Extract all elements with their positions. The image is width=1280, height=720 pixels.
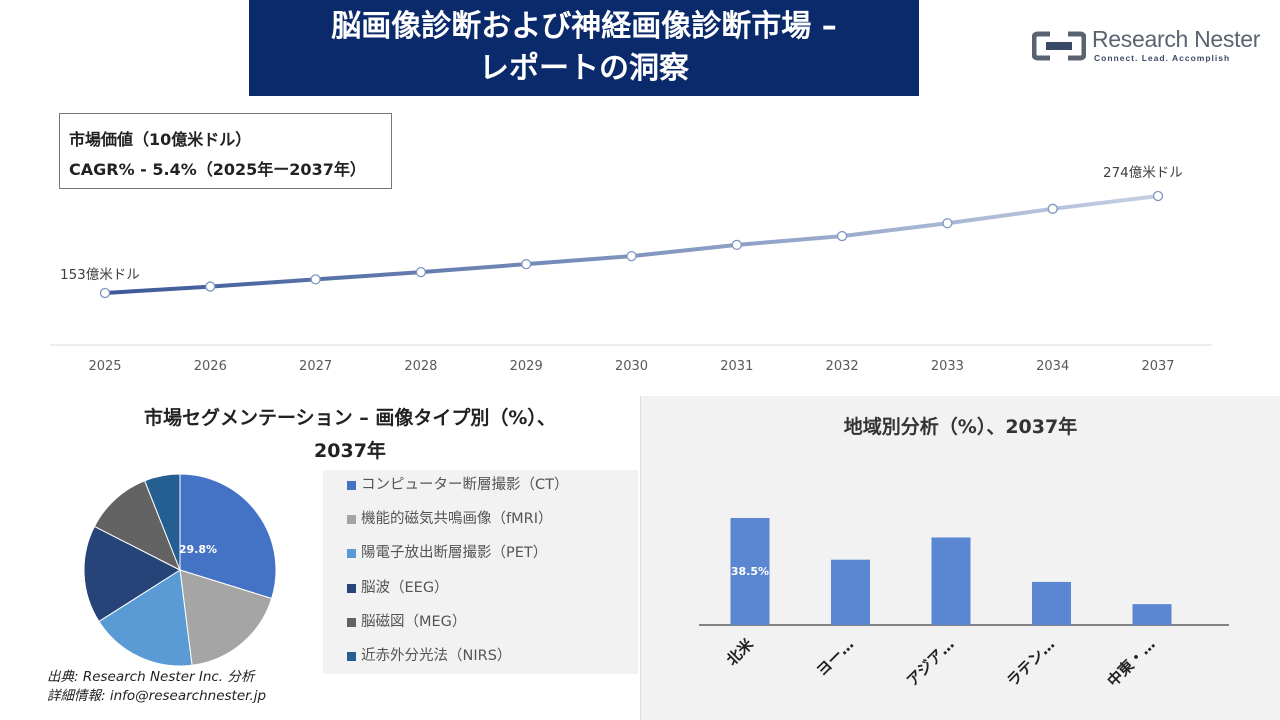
segmentation-title-line2: 2037年: [314, 440, 386, 462]
legend-label: 脳磁図（MEG）: [361, 613, 467, 630]
line-point: [310, 274, 321, 285]
market-value-series-line: [104, 194, 1159, 295]
x-tick-label: 2031: [720, 359, 753, 374]
regional-panel: 北米 ヨー… アジア… ラテン… 中東・… 38.5% 地域別分析（%）、2037年: [641, 396, 1280, 720]
pie-slice: [179, 473, 277, 600]
source-note: 出典: Research Nester Inc. 分析 詳細情報: info@r…: [47, 668, 266, 706]
segmentation-panel: 市場セグメンテーション – 画像タイプ別（%）、 2037年 29.8% コンピ…: [0, 396, 640, 720]
imaging-type-pie-chart: 29.8%: [83, 473, 277, 667]
bar-category-label: 中東・…: [1104, 635, 1159, 690]
segmentation-title: 市場セグメンテーション – 画像タイプ別（%）、 2037年: [70, 402, 630, 468]
line-point: [731, 239, 742, 251]
legend-swatch: [347, 481, 356, 490]
line-point: [1047, 203, 1058, 214]
legend-item: 脳波（EEG）: [347, 578, 638, 612]
legend-label: 機能的磁気共鳴画像（fMRI）: [361, 511, 553, 528]
pie-slice: [83, 525, 182, 623]
x-tick-label: 2037: [1141, 359, 1174, 374]
x-tick-label: 2028: [404, 359, 437, 374]
legend-label: 近赤外分光法（NIRS）: [361, 647, 512, 664]
bar: [1032, 581, 1071, 625]
line-point: [942, 218, 953, 229]
legend-item: 脳磁図（MEG）: [347, 612, 638, 646]
legend-swatch: [347, 515, 356, 525]
page-title-line2: レポートの洞察: [479, 51, 689, 86]
pie-slice: [179, 569, 273, 666]
market-value-label: 市場価値（10億米ドル）: [69, 130, 252, 149]
bar: [831, 559, 870, 625]
legend-item: 機能的磁気共鳴画像（fMRI）: [347, 509, 638, 543]
x-tick-label: 2027: [299, 359, 332, 374]
x-tick-label: 2032: [826, 359, 859, 374]
line-point: [521, 258, 532, 270]
bar-data-label: 38.5%: [731, 565, 769, 578]
pie-legend: コンピューター断層撮影（CT） 機能的磁気共鳴画像（fMRI） 陽電子放出断層撮影（…: [323, 470, 638, 674]
legend-label: 陽電子放出断層撮影（PET）: [361, 545, 548, 562]
legend-swatch: [347, 549, 356, 559]
cagr-label: CAGR% - 5.4%（2025年ー2037年）: [69, 160, 366, 179]
start-value-label: 153億米ドル: [60, 267, 140, 283]
legend-label: コンピューター断層撮影（CT）: [361, 477, 569, 493]
line-point: [1152, 190, 1164, 202]
title-banner: 脳画像診断および神経画像診断市場 – レポートの洞察: [249, 0, 919, 96]
x-tick-label: 2033: [931, 359, 964, 374]
legend-swatch: [347, 617, 356, 627]
stats-box: 市場価値（10億米ドル） CAGR% - 5.4%（2025年ー2037年）: [59, 113, 392, 189]
x-tick-label: 2026: [194, 359, 227, 374]
source-line: 出典: Research Nester Inc. 分析: [47, 669, 255, 685]
pie-slice: [93, 480, 181, 572]
page-title-line1: 脳画像診断および神経画像診断市場 –: [331, 9, 837, 44]
bar: [931, 537, 971, 625]
bar-category-label: アジア…: [903, 635, 958, 690]
pie-slice: [144, 473, 181, 571]
panel-divider: [640, 396, 641, 720]
legend-item: 陽電子放出断層撮影（PET）: [347, 543, 638, 577]
logo-tagline: Connect. Lead. Accomplish: [1094, 53, 1231, 63]
regional-bar-chart: 北米 ヨー… アジア… ラテン… 中東・… 38.5%: [699, 518, 1229, 690]
bar-category-label: ヨー…: [813, 635, 858, 680]
line-point: [415, 267, 427, 278]
logo-icon: [1032, 31, 1086, 61]
bar-category-label: 北米: [723, 634, 758, 669]
line-point: [99, 287, 111, 299]
market-value-line-chart: 2025 2026 2027 2028 2029 2030 2031 2032 2033 2034…: [50, 165, 1212, 374]
line-point: [626, 250, 637, 262]
bar-category-label: ラテン…: [1003, 635, 1058, 690]
regional-title: 地域別分析（%）、2037年: [843, 416, 1078, 438]
bar: [730, 518, 770, 625]
research-nester-logo: Research Nester Connect. Lead. Accomplis…: [1032, 26, 1260, 66]
logo-name: Research Nester: [1092, 26, 1261, 52]
end-value-label: 274億米ドル: [1103, 165, 1183, 181]
legend-item: コンピューター断層撮影（CT）: [347, 475, 638, 509]
bar: [1132, 604, 1172, 625]
x-tick-label: 2030: [615, 359, 648, 374]
x-tick-label: 2025: [88, 359, 121, 374]
legend-item: 近赤外分光法（NIRS）: [347, 646, 638, 680]
legend-swatch: [347, 583, 356, 593]
x-tick-label: 2029: [510, 359, 543, 374]
legend-label: 脳波（EEG）: [361, 579, 449, 596]
pie-slice: [98, 569, 193, 667]
pie-data-label: 29.8%: [179, 543, 217, 556]
x-tick-label: 2034: [1036, 359, 1069, 374]
line-point: [205, 281, 216, 292]
contact-line: 詳細情報: info@researchnester.jp: [47, 688, 267, 704]
line-point: [836, 230, 848, 242]
segmentation-title-line1: 市場セグメンテーション – 画像タイプ別（%）、: [144, 407, 556, 429]
legend-swatch: [347, 651, 356, 661]
